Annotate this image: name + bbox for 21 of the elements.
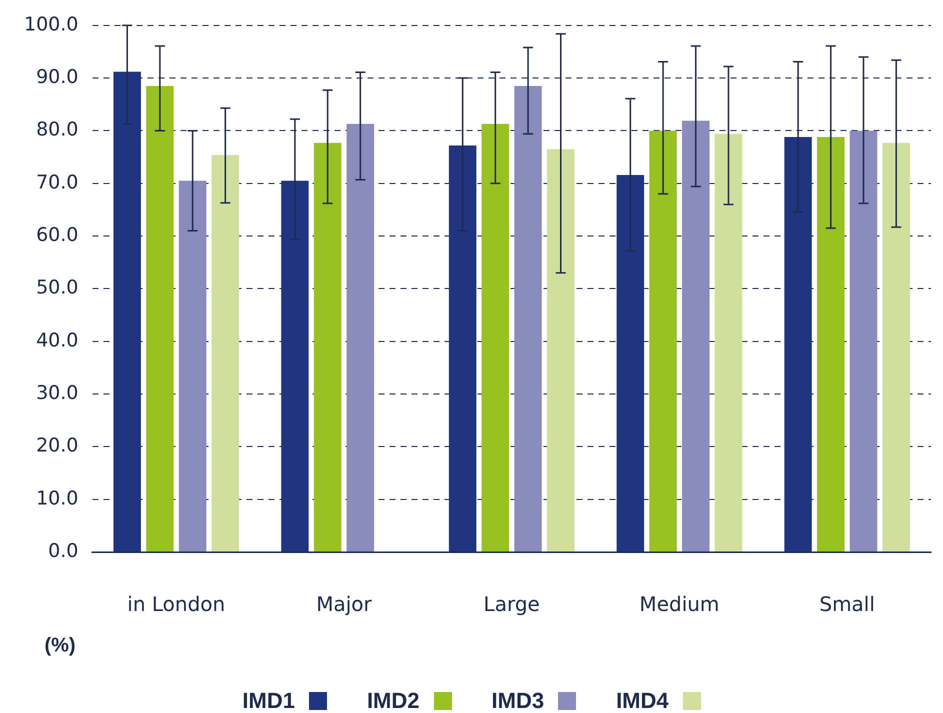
y-tick-label: 70.0 (36, 171, 78, 194)
legend-label: IMD3 (492, 688, 544, 713)
y-tick-label: 100.0 (24, 13, 78, 36)
y-tick-label: 50.0 (36, 276, 78, 299)
x-tick-label: Medium (639, 592, 720, 616)
y-tick-label: 40.0 (36, 329, 78, 352)
x-tick-label: in London (127, 592, 226, 616)
x-tick-label: Large (484, 592, 540, 616)
y-tick-label: 60.0 (36, 224, 78, 246)
y-tick-label: 10.0 (36, 487, 78, 510)
y-tick-label: 20.0 (36, 434, 78, 457)
y-tick-label: 30.0 (36, 382, 78, 404)
legend-label: IMD4 (616, 688, 669, 713)
y-tick-label: 0.0 (48, 540, 78, 562)
x-tick-label: Small (819, 592, 875, 616)
legend-label: IMD1 (242, 688, 295, 713)
y-axis-title: (%) (44, 634, 76, 657)
x-tick-label: Major (316, 592, 373, 616)
legend-label: IMD2 (366, 688, 420, 713)
y-tick-label: 90.0 (36, 66, 78, 88)
y-tick-label: 80.0 (36, 118, 78, 141)
